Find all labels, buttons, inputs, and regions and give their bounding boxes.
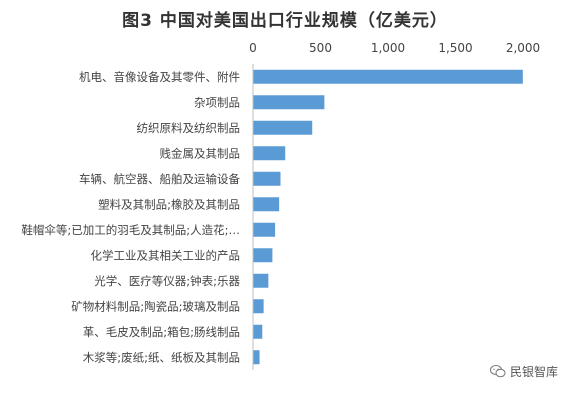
category-label: 机电、音像设备及其零件、附件 <box>79 70 240 84</box>
x-axis-ticks: 0 500 1,000 1,500 2,000 <box>249 41 540 55</box>
watermark: 民银智库 <box>489 363 558 380</box>
bar <box>253 69 523 84</box>
bar <box>253 120 313 135</box>
category-label: 贱金属及其制品 <box>160 146 241 160</box>
category-label: 化学工业及其相关工业的产品 <box>91 248 241 262</box>
bar <box>253 197 280 212</box>
x-tick-label: 0 <box>249 41 257 55</box>
category-label: 塑料及其制品;橡胶及其制品 <box>98 197 240 211</box>
x-tick-label: 1,000 <box>371 41 405 55</box>
watermark-text: 民银智库 <box>509 365 558 379</box>
category-label: 光学、医疗等仪器;钟表;乐器 <box>94 274 240 288</box>
bar <box>253 171 281 186</box>
bar <box>253 95 325 110</box>
category-label: 车辆、航空器、船舶及运输设备 <box>79 172 240 186</box>
x-tick-label: 2,000 <box>506 41 540 55</box>
x-tick-label: 1,500 <box>438 41 472 55</box>
wechat-icon <box>489 365 506 378</box>
bars <box>253 69 523 365</box>
category-label: 革、毛皮及制品;箱包;肠线制品 <box>83 325 240 339</box>
bar <box>253 146 286 161</box>
category-label: 木浆等;废纸;纸、纸板及其制品 <box>83 350 240 364</box>
bar <box>253 222 276 237</box>
category-label: 杂项制品 <box>194 95 240 109</box>
category-label: 矿物材料制品;陶瓷品;玻璃及制品 <box>71 299 240 313</box>
x-tick-label: 500 <box>309 41 332 55</box>
bar <box>253 324 263 339</box>
bar <box>253 350 260 365</box>
bar <box>253 273 269 288</box>
category-labels: 机电、音像设备及其零件、附件杂项制品纺织原料及纺织制品贱金属及其制品车辆、航空器… <box>21 70 240 365</box>
category-label: 鞋帽伞等;已加工的羽毛及其制品;人造花;… <box>21 223 240 237</box>
bar <box>253 248 273 263</box>
chart-title: 图3 中国对美国出口行业规模（亿美元） <box>122 11 448 31</box>
category-label: 纺织原料及纺织制品 <box>137 121 241 135</box>
bar <box>253 299 264 314</box>
